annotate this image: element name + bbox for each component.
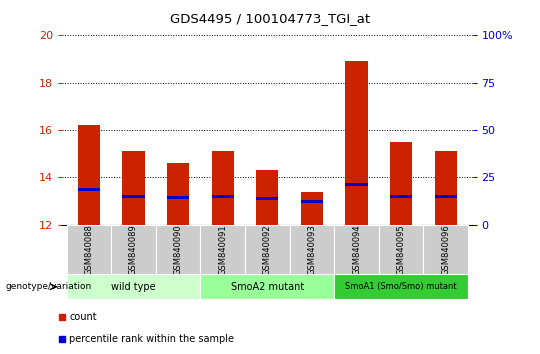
FancyBboxPatch shape — [334, 225, 379, 274]
Text: GSM840096: GSM840096 — [441, 224, 450, 275]
FancyBboxPatch shape — [379, 225, 423, 274]
Text: GDS4495 / 100104773_TGI_at: GDS4495 / 100104773_TGI_at — [170, 12, 370, 25]
Bar — [435, 152, 457, 225]
Text: GSM840094: GSM840094 — [352, 224, 361, 275]
Text: wild type: wild type — [111, 282, 156, 292]
Text: count: count — [69, 312, 97, 322]
Bar — [212, 195, 234, 198]
FancyBboxPatch shape — [423, 225, 468, 274]
Text: SmoA2 mutant: SmoA2 mutant — [231, 282, 304, 292]
FancyBboxPatch shape — [289, 225, 334, 274]
Bar — [390, 195, 412, 198]
Text: genotype/variation: genotype/variation — [5, 282, 91, 291]
Bar — [346, 183, 368, 186]
Bar — [435, 195, 457, 198]
Bar — [301, 192, 323, 225]
Bar — [301, 200, 323, 202]
Bar — [123, 152, 145, 225]
Text: GSM840089: GSM840089 — [129, 224, 138, 275]
FancyBboxPatch shape — [245, 225, 289, 274]
Bar — [256, 197, 279, 200]
Text: GSM840090: GSM840090 — [173, 224, 183, 275]
Text: GSM840092: GSM840092 — [263, 224, 272, 275]
Bar — [212, 152, 234, 225]
Bar — [167, 163, 189, 225]
FancyBboxPatch shape — [66, 225, 111, 274]
Bar — [78, 125, 100, 225]
FancyBboxPatch shape — [66, 274, 200, 299]
FancyBboxPatch shape — [200, 274, 334, 299]
Bar — [167, 196, 189, 199]
FancyBboxPatch shape — [334, 274, 468, 299]
Bar — [256, 170, 279, 225]
Text: GSM840088: GSM840088 — [84, 224, 93, 275]
FancyBboxPatch shape — [200, 225, 245, 274]
FancyBboxPatch shape — [156, 225, 200, 274]
Text: SmoA1 (Smo/Smo) mutant: SmoA1 (Smo/Smo) mutant — [345, 282, 457, 291]
Bar — [346, 62, 368, 225]
Bar — [123, 195, 145, 198]
Bar — [78, 188, 100, 191]
Text: GSM840091: GSM840091 — [218, 224, 227, 275]
Text: GSM840093: GSM840093 — [307, 224, 316, 275]
Text: percentile rank within the sample: percentile rank within the sample — [69, 334, 234, 344]
FancyBboxPatch shape — [111, 225, 156, 274]
Text: GSM840095: GSM840095 — [396, 224, 406, 275]
Bar — [390, 142, 412, 225]
